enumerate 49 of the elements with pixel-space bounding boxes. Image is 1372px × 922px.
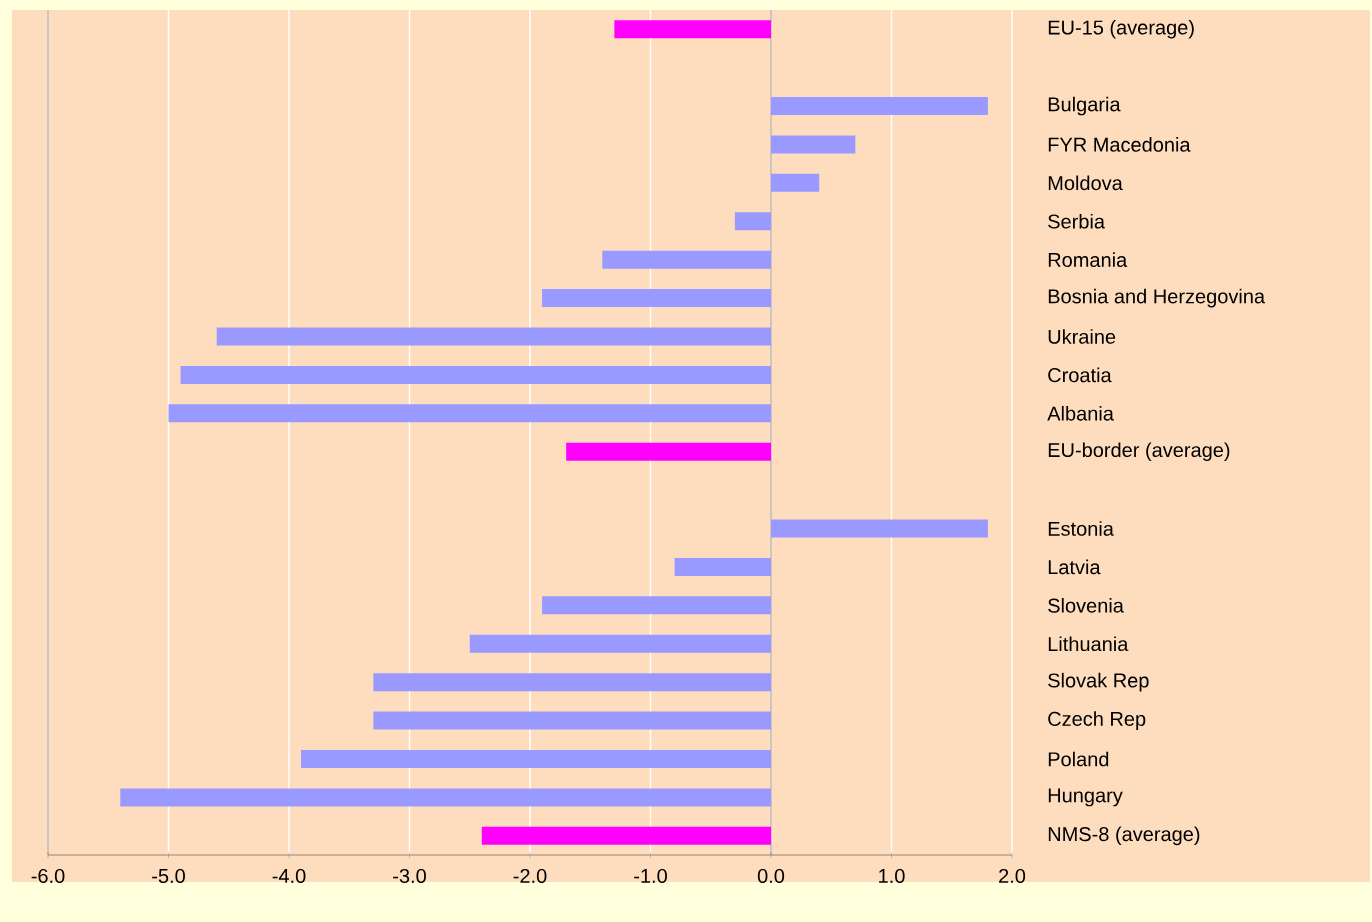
bar xyxy=(542,289,771,308)
y-tick-label: Bulgaria xyxy=(1048,96,1121,116)
bar xyxy=(469,634,771,653)
x-tick-label: -5.0 xyxy=(152,868,185,884)
bar xyxy=(602,250,771,269)
bar xyxy=(180,365,771,384)
y-tick-label: Slovak Rep xyxy=(1048,672,1149,692)
x-tick-label: -1.0 xyxy=(634,868,667,884)
y-tick-label: Hungary xyxy=(1048,788,1123,807)
x-tick-label: 0.0 xyxy=(757,868,785,884)
y-tick-label: Bosnia and Herzegovina xyxy=(1048,288,1266,308)
bar xyxy=(168,404,771,423)
bar xyxy=(542,596,771,615)
bar xyxy=(301,749,771,768)
y-tick-label: Czech Rep xyxy=(1048,711,1146,730)
x-tick-label: -3.0 xyxy=(393,868,426,884)
bar xyxy=(373,711,771,730)
bar xyxy=(771,173,820,192)
bar xyxy=(771,519,988,538)
y-tick-label: Albania xyxy=(1047,405,1114,421)
bar xyxy=(373,673,771,692)
y-tick-label: EU-15 (average) xyxy=(1048,19,1194,39)
bar xyxy=(734,212,771,231)
y-tick-label: Lithuania xyxy=(1048,636,1129,652)
y-tick-label: Poland xyxy=(1048,751,1109,767)
x-tick-label: -2.0 xyxy=(513,868,547,884)
y-tick-label: Estonia xyxy=(1048,521,1114,536)
bar xyxy=(481,826,771,845)
y-tick-label: Romania xyxy=(1048,252,1128,267)
x-tick-label: -6.0 xyxy=(31,868,65,884)
bar xyxy=(614,20,771,39)
y-tick-label: FYR Macedonia xyxy=(1048,137,1191,152)
y-tick-label: NMS-8 (average) xyxy=(1048,826,1200,846)
y-tick-label: EU-border (average) xyxy=(1048,442,1230,462)
x-tick-label: -4.0 xyxy=(272,868,306,884)
y-tick-label: Moldova xyxy=(1048,175,1123,191)
y-tick-label: Latvia xyxy=(1048,559,1101,575)
x-tick-label: 2.0 xyxy=(999,868,1026,884)
x-tick-label: 1.0 xyxy=(879,868,905,884)
bar xyxy=(674,557,771,576)
bar xyxy=(120,788,771,807)
bar xyxy=(566,442,771,461)
bar xyxy=(771,97,988,116)
bar xyxy=(771,135,856,154)
y-tick-label: Slovenia xyxy=(1048,598,1124,613)
bar xyxy=(216,327,771,346)
y-tick-label: Serbia xyxy=(1048,213,1105,229)
y-tick-label: Ukraine xyxy=(1048,329,1116,344)
y-tick-label: Croatia xyxy=(1048,367,1112,383)
